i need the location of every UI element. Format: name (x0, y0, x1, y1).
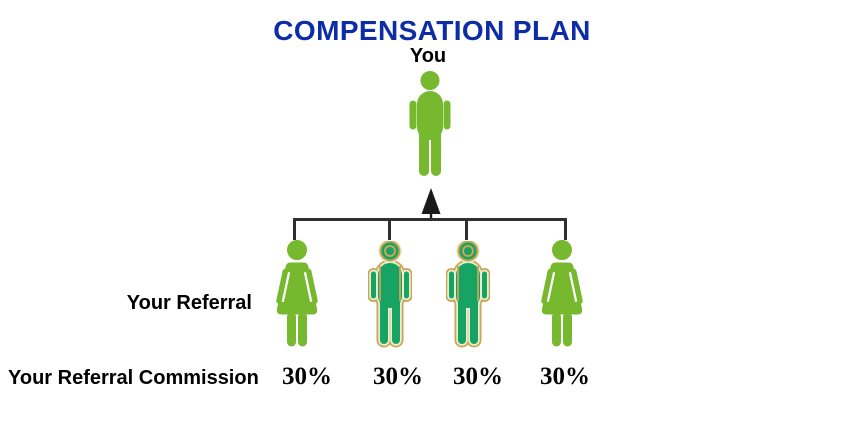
commission-value: 30% (282, 363, 332, 390)
referral-male-outlined-figure-icon (368, 241, 412, 351)
connector-stub (293, 221, 296, 240)
commission-row-label: Your Referral Commission (8, 367, 259, 389)
page-title: COMPENSATION PLAN (273, 15, 591, 46)
up-arrow-icon (419, 187, 443, 221)
referral-female-figure-icon (273, 240, 321, 355)
you-label: You (409, 45, 447, 67)
commission-value: 30% (453, 363, 503, 390)
connector-stub (465, 221, 468, 240)
referral-row-label: Your Referral (126, 292, 252, 314)
referral-male-outlined-figure-icon (446, 241, 490, 351)
referral-female-figure-icon (538, 240, 586, 355)
commission-value: 30% (373, 363, 423, 390)
connector-stub (564, 221, 567, 240)
connector-stub (388, 221, 391, 240)
connector-line (293, 218, 567, 221)
you-male-figure-icon (408, 71, 452, 181)
commission-value: 30% (540, 363, 590, 390)
